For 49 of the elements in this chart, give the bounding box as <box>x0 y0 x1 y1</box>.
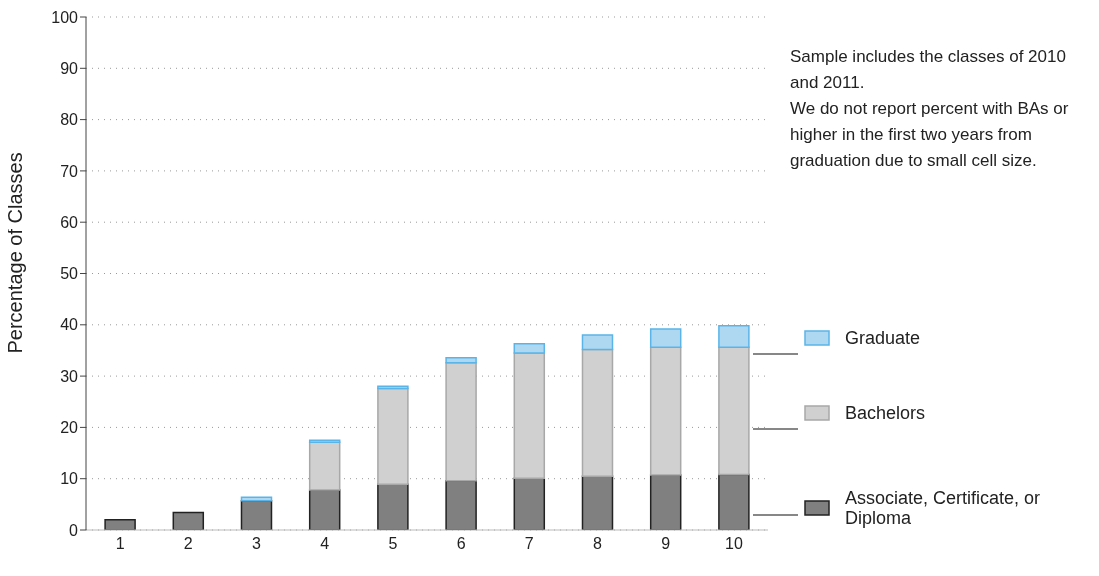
bar <box>581 475 614 530</box>
legend-label: Graduate <box>845 328 922 348</box>
bar <box>649 328 682 349</box>
y-tick-label: 30 <box>60 367 79 385</box>
bar <box>445 362 477 482</box>
text: Sample includes the classes of 2010 and 2011. We do not report percent with BAs or higher in the first two years from graduation due to small cell size. <box>790 46 1070 172</box>
bar <box>513 477 546 530</box>
y-axis-title: Percentage of Classes <box>4 152 27 354</box>
x-tick-label: 4 <box>320 535 330 553</box>
bar <box>308 439 341 444</box>
bar <box>513 343 546 354</box>
y-tick-label: 90 <box>60 59 79 77</box>
bar <box>581 334 614 351</box>
y-tick-label: 40 <box>60 316 79 334</box>
bar <box>308 489 341 530</box>
y-tick-label: 60 <box>60 213 79 231</box>
bar <box>718 346 750 476</box>
bar <box>649 346 682 476</box>
y-tick-label: 20 <box>60 419 79 437</box>
bar <box>718 325 750 349</box>
bar <box>649 474 682 530</box>
bar <box>445 356 477 364</box>
bar <box>513 352 546 479</box>
x-tick-label: 3 <box>252 535 262 553</box>
bar <box>581 348 614 477</box>
x-tick-label: 6 <box>456 535 466 553</box>
x-tick-label: 5 <box>388 535 398 553</box>
y-tick-label: 100 <box>51 8 79 26</box>
bar <box>718 473 750 530</box>
x-tick-label: 1 <box>115 535 125 553</box>
bar <box>240 496 273 502</box>
y-tick-label: 80 <box>60 111 79 129</box>
bar <box>445 480 477 530</box>
y-tick-label: 70 <box>60 162 79 180</box>
y-tick-label: 0 <box>69 521 79 539</box>
bar <box>377 387 409 486</box>
x-tick-label: 10 <box>725 535 743 553</box>
x-tick-label: 2 <box>183 535 193 553</box>
x-tick-label: 8 <box>593 535 603 553</box>
bar <box>104 518 136 530</box>
bar <box>172 511 205 530</box>
y-tick-label: 50 <box>60 265 79 283</box>
bar <box>377 483 409 530</box>
x-tick-label: 9 <box>661 535 671 553</box>
x-tick-label: 7 <box>524 535 534 553</box>
legend-label: Associate, Certificate, or Diploma <box>845 488 1042 528</box>
bar <box>308 441 341 491</box>
legend-label: Bachelors <box>845 403 927 423</box>
y-tick-label: 10 <box>60 470 79 488</box>
